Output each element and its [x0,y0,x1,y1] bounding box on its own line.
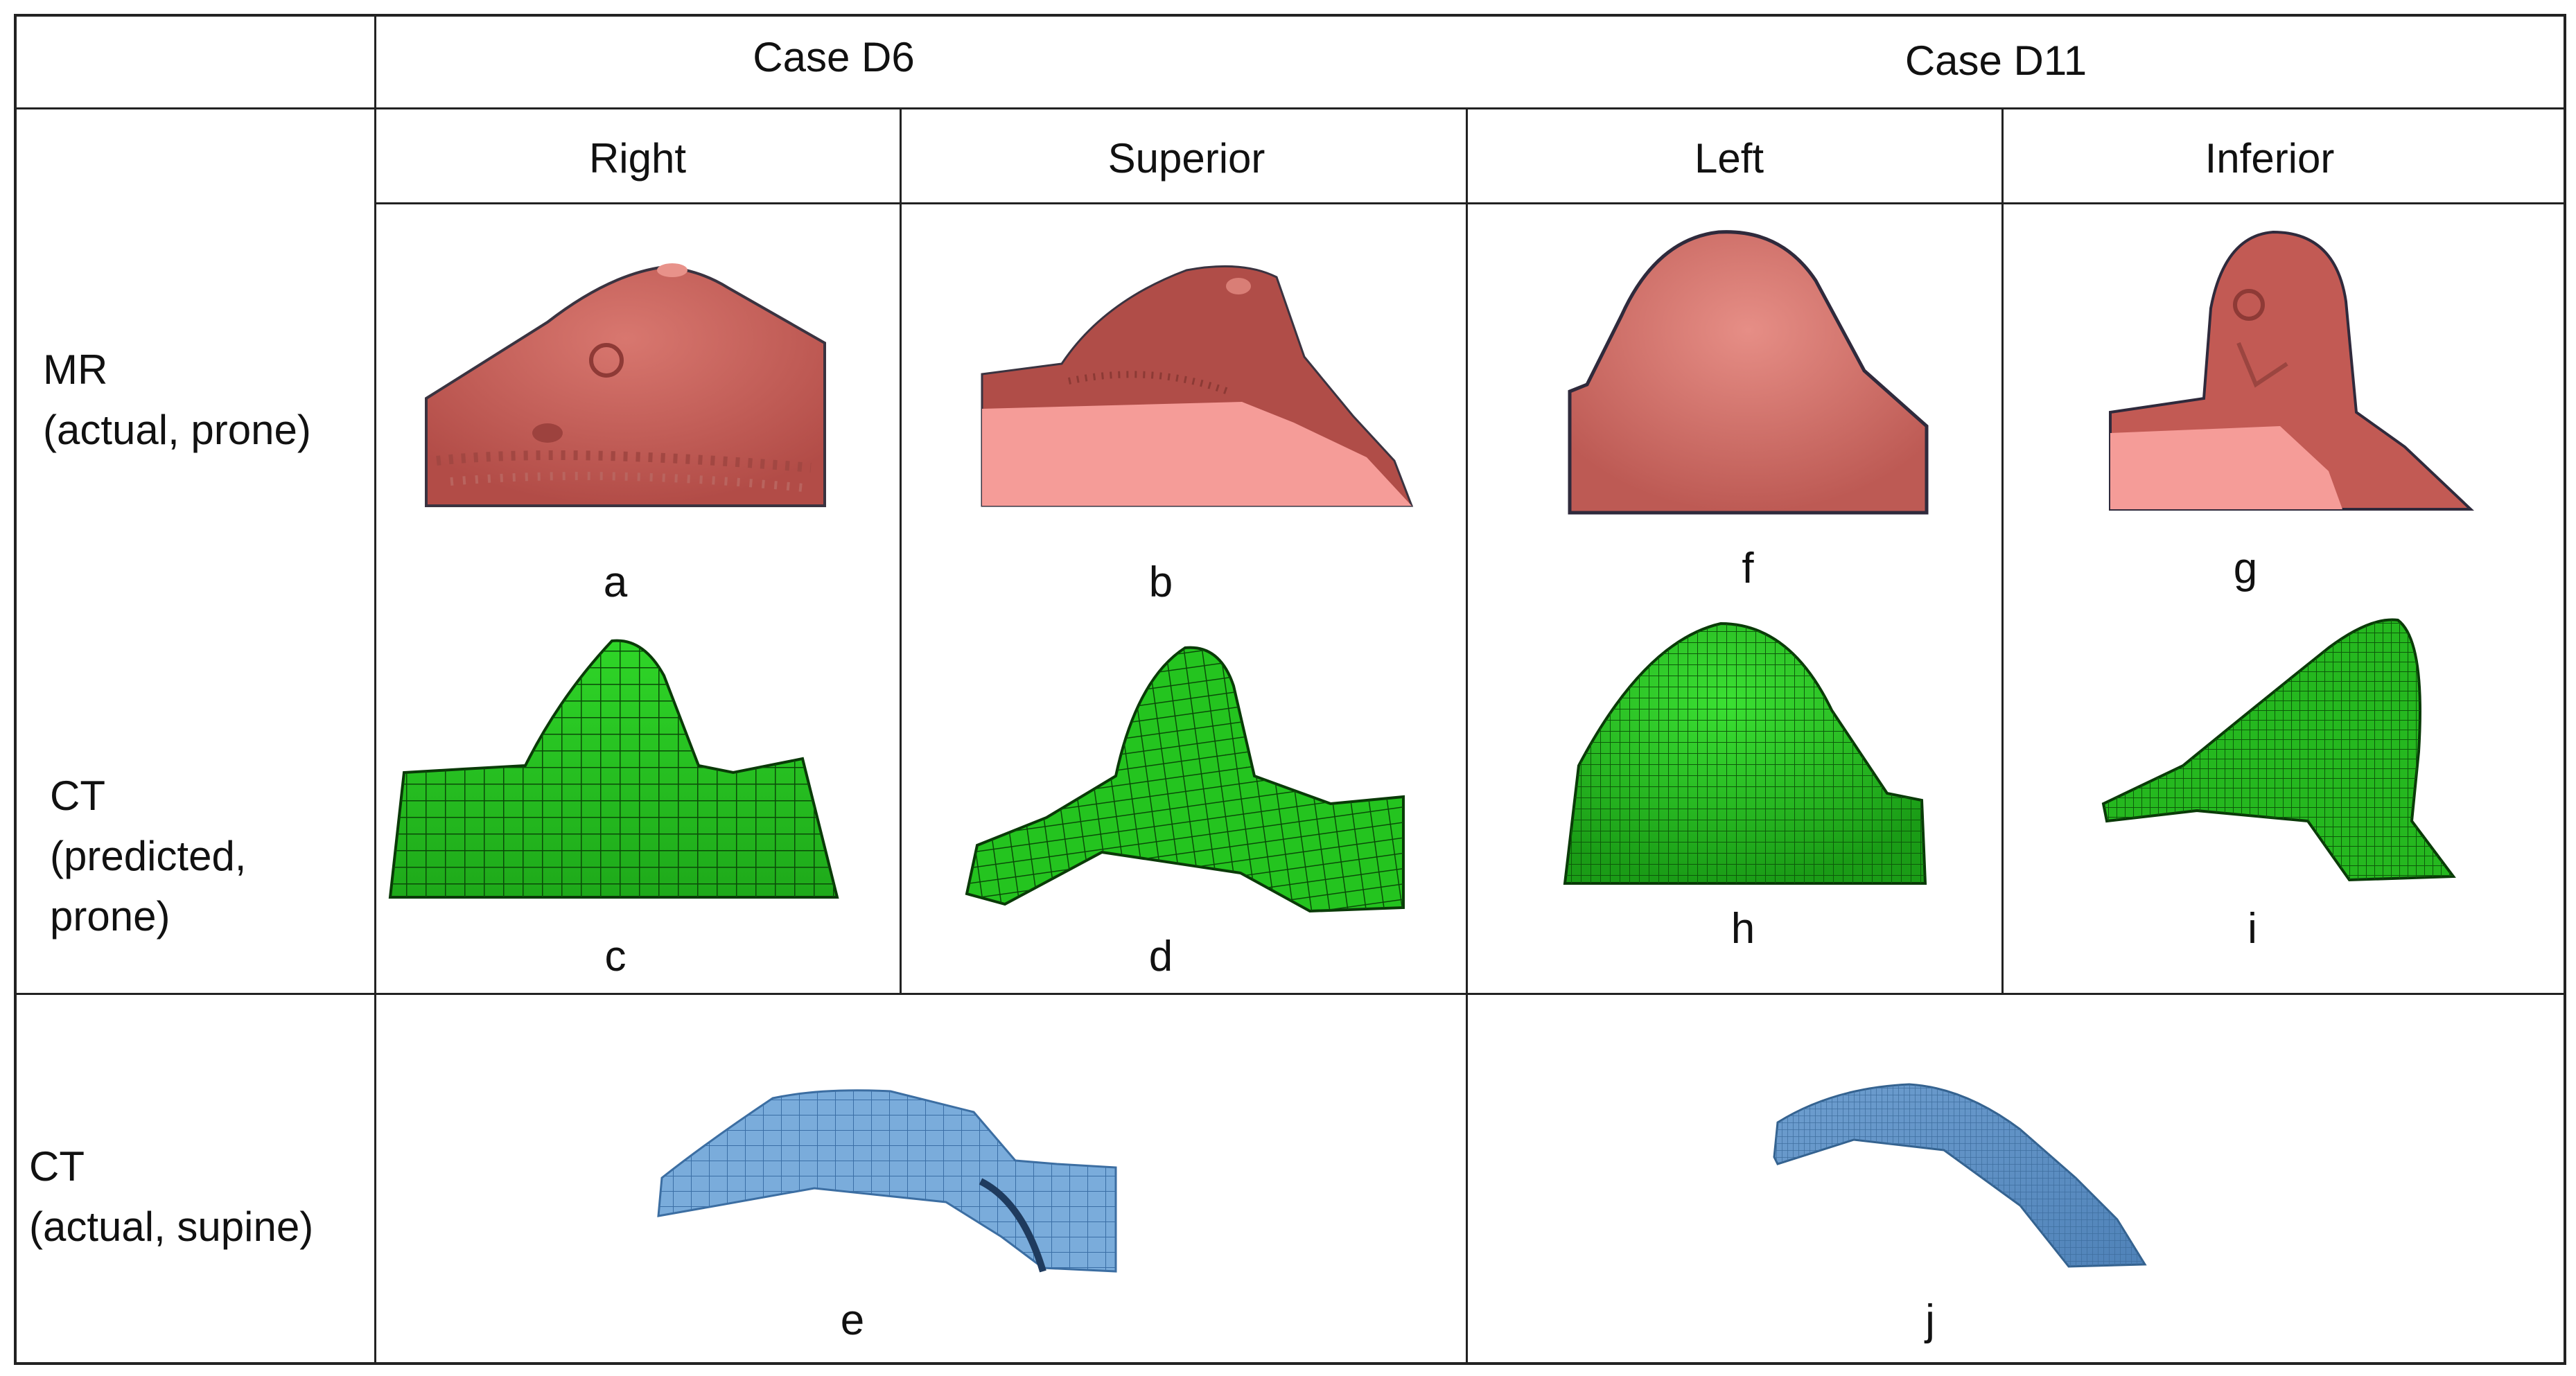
column-divider-d11 [2001,107,2004,994]
view-header-superior: Superior [1107,135,1265,182]
table-border-right [2564,14,2566,1365]
table-border-left [14,14,17,1365]
panel-label-g: g [2233,545,2258,592]
column-divider-cases [1466,107,1468,1365]
mr-image-b [981,265,1414,507]
case-header-d6: Case D6 [753,34,915,80]
ct-predicted-image-d [965,646,1405,913]
panel-label-d: d [1148,933,1173,980]
mr-image-a [425,263,826,507]
panel-label-j: j [1925,1296,1935,1344]
row-label-line: MR [43,346,108,393]
row-label-line: prone) [50,893,170,940]
view-header-right: Right [588,135,687,182]
panel-label-f: f [1742,545,1754,592]
row-label-ct-predicted: CT (predicted, prone) [50,766,246,946]
ct-predicted-image-i [2101,618,2456,882]
panel-label-i: i [2248,905,2257,953]
panel-label-h: h [1731,905,1755,953]
table-border-top [14,14,2566,17]
mr-image-g [2109,230,2475,511]
row-label-line: (actual, prone) [43,407,311,453]
case-header-d11: Case D11 [1904,37,2087,84]
ct-predicted-image-c [388,639,839,899]
column-divider-labels [374,14,376,1365]
row-divider-supine [14,993,2566,995]
panel-label-e: e [840,1296,865,1344]
header-divider [14,107,2566,109]
ct-actual-image-j [1773,1083,2147,1268]
ct-predicted-image-h [1563,621,1927,885]
ct-actual-image-e [657,1089,1117,1273]
row-label-mr: MR (actual, prone) [43,339,311,460]
panel-label-a: a [603,558,628,606]
panel-label-c: c [604,933,627,980]
row-label-ct-actual: CT (actual, supine) [29,1136,313,1257]
view-header-inferior: Inferior [2205,135,2335,182]
row-label-line: (actual, supine) [29,1203,314,1250]
row-label-line: CT [50,773,105,819]
column-divider-d6 [900,107,902,994]
row-label-line: (predicted, [50,833,247,879]
view-header-divider [374,202,2566,204]
row-label-line: CT [29,1143,85,1190]
mr-image-f [1568,230,1929,515]
table-border-bottom [14,1362,2566,1365]
view-header-left: Left [1694,135,1764,182]
panel-label-b: b [1148,558,1173,606]
